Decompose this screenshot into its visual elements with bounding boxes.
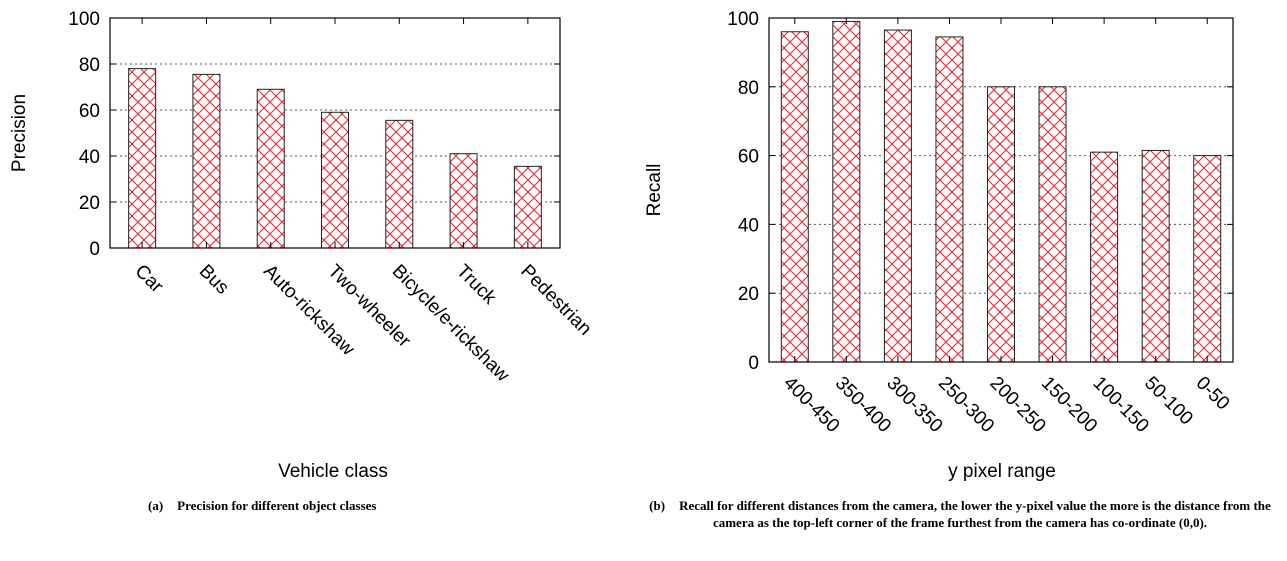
figure-precision: 0 20 40 60 80 100 Car Bus Auto-rickshaw Two-wheel…	[0, 0, 600, 561]
caption-b-text: Recall for different distances from the …	[679, 498, 1271, 530]
caption-b: (b) Recall for different distances from t…	[640, 497, 1280, 531]
plot-frame	[768, 17, 1234, 363]
x-tick-label: Car	[131, 261, 168, 298]
y-tick-label: 0	[89, 239, 100, 260]
x-tick-label: 200-250	[985, 373, 1049, 437]
y-tick-label: 0	[748, 353, 759, 374]
y-tick-label: 20	[79, 193, 100, 214]
y-axis-label: Precision	[9, 94, 30, 172]
x-tick-label: Pedestrian	[516, 261, 595, 340]
bar-two-wheeler	[321, 111, 349, 249]
recall-chart: 0 20 40 60 80 100 400-450350-400300-350250-300…	[644, 9, 1234, 482]
x-tick-label: Truck	[452, 261, 500, 309]
x-tick-label: 300-350	[882, 373, 946, 437]
x-tick-label: 0-50	[1192, 373, 1234, 415]
caption-b-tag: (b)	[649, 498, 666, 513]
bar-200-250	[987, 86, 1015, 363]
y-tick-label: 60	[79, 101, 100, 122]
y-tick-label: 80	[79, 55, 100, 76]
caption-a-text: Precision for different object classes	[177, 498, 377, 513]
y-tick-label: 40	[738, 215, 759, 236]
bar-50-100	[1141, 149, 1170, 363]
plot-frame	[109, 17, 561, 249]
bar-auto-rickshaw	[256, 88, 285, 249]
x-tick-label: 100-150	[1089, 373, 1153, 437]
y-tick-label: 100	[68, 9, 100, 30]
figure-recall: 0 20 40 60 80 100 400-450 350-400 300-350 250-300…	[640, 0, 1287, 561]
y-tick-label: 60	[738, 147, 759, 168]
x-tick-label: Bus	[195, 261, 233, 299]
bar-300-350	[883, 29, 912, 363]
x-tick-label: 350-400	[831, 373, 895, 437]
bar-250-300	[935, 36, 964, 363]
bar-bus	[192, 73, 221, 249]
caption-a-tag: (a)	[148, 498, 164, 513]
bar-350-400	[832, 20, 861, 363]
y-axis-label: Recall	[644, 164, 665, 217]
x-axis-label: Vehicle class	[278, 461, 388, 482]
bar-400-450	[780, 31, 809, 363]
y-tick-label: 80	[738, 78, 759, 99]
bar-car	[128, 68, 157, 249]
y-tick-label: 100	[727, 9, 759, 30]
caption-a: (a) Precision for different object classe…	[148, 497, 548, 514]
x-axis-label: y pixel range	[948, 461, 1056, 482]
bar-pedestrian	[513, 165, 542, 249]
x-tick-label: Bicycle/e-rickshaw	[388, 261, 514, 387]
y-tick-label: 20	[738, 284, 759, 305]
bar-bicycle-e-rickshaw	[385, 119, 414, 249]
y-tick-label: 40	[79, 147, 100, 168]
x-tick-label: 400-450	[779, 373, 843, 437]
x-tick-label: 250-300	[934, 373, 998, 437]
bar-0-50	[1193, 155, 1222, 363]
x-tick-label: 150-200	[1037, 373, 1101, 437]
bar-truck	[449, 153, 478, 249]
bar-100-150	[1090, 151, 1119, 363]
bar-150-200	[1038, 86, 1067, 363]
